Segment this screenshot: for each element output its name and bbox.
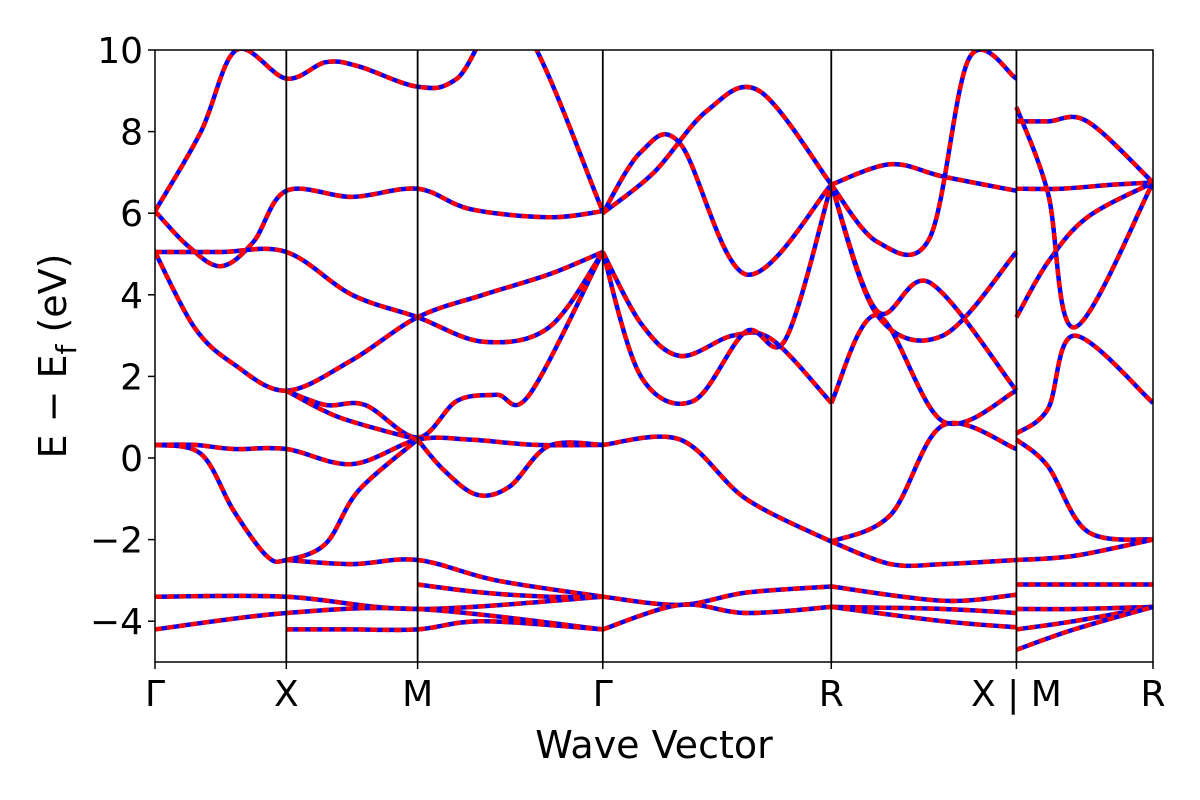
y-tick-label: 10 (97, 31, 143, 72)
y-tick-label: 0 (120, 439, 143, 480)
band-line-blue-26 (830, 420, 1018, 544)
band-line-blue-6 (155, 435, 603, 467)
band-line-red-21 (830, 161, 1017, 194)
x-tick-label: R (819, 674, 844, 715)
band-line-red-17 (600, 183, 834, 406)
x-axis-ticks: Γ X M Γ R X | M R (145, 662, 1166, 715)
band-line-red-8 (415, 438, 603, 498)
band-line-red-35 (1015, 333, 1153, 436)
band-line-red-10 (155, 593, 603, 612)
band-line-blue-1 (155, 186, 604, 269)
x-tick-label: M (402, 674, 433, 715)
high-symmetry-lines (285, 50, 1018, 662)
x-tick-label: X | M (971, 674, 1062, 715)
band-line-blue-18 (602, 434, 833, 544)
band-line-blue-2 (155, 246, 605, 345)
band-line-red-14 (600, 132, 833, 277)
plot-frame (154, 49, 1154, 663)
y-axis-label: E − Ef (eV) (31, 254, 83, 459)
y-tick-label: 4 (120, 276, 143, 317)
y-axis-label-unit: (eV) (31, 254, 75, 345)
y-tick-label: −4 (90, 602, 143, 643)
band-line-red-26 (830, 420, 1018, 544)
band-line-red-32 (1016, 180, 1153, 192)
band-line-red-11 (155, 605, 604, 632)
band-line-blue-21 (830, 161, 1017, 194)
band-line-red-12 (286, 618, 603, 633)
band-line-red-18 (602, 434, 833, 544)
band-line-red-30 (831, 604, 1017, 630)
band-line-blue-15 (601, 84, 834, 215)
band-line-blue-37 (1016, 537, 1153, 563)
band-line-red-27 (830, 539, 1017, 569)
band-line-red-19 (602, 584, 832, 608)
band-line-blue-0 (155, 50, 605, 213)
band-line-red-3 (155, 249, 604, 393)
y-tick-label: −2 (90, 521, 143, 562)
y-tick-label: 2 (120, 357, 143, 398)
band-line-red-1 (155, 186, 604, 269)
band-line-red-22 (829, 50, 1018, 258)
band-line-blue-3 (155, 249, 604, 393)
band-line-red-39 (1016, 604, 1153, 612)
band-line-red-6 (155, 435, 603, 467)
band-line-red-31 (1016, 114, 1153, 185)
band-line-red-41 (1015, 604, 1153, 652)
band-line-red-0 (155, 50, 605, 213)
band-line-blue-23 (829, 183, 1019, 343)
band-line-red-7 (155, 437, 420, 565)
band-line-red-25 (829, 312, 1018, 426)
band-line-blue-31 (1016, 114, 1153, 185)
x-axis-label: Wave Vector (535, 723, 773, 767)
band-line-red-36 (1014, 437, 1153, 542)
y-tick-label: 6 (120, 194, 143, 235)
band-line-red-9 (286, 557, 604, 599)
y-axis-ticks: −4 −2 0 2 4 6 8 10 (90, 31, 155, 643)
band-line-red-29 (831, 604, 1017, 616)
band-line-red-15 (601, 84, 834, 215)
band-line-red-16 (600, 250, 833, 405)
bands-group (155, 50, 1153, 652)
band-line-blue-33 (1014, 180, 1153, 319)
x-tick-label: Γ (593, 674, 613, 715)
band-line-red-34 (1014, 106, 1153, 330)
band-line-red-24 (829, 183, 1019, 393)
band-line-red-5 (285, 388, 419, 442)
band-line-red-20 (602, 602, 832, 632)
band-line-blue-32 (1016, 180, 1153, 192)
y-axis-label-main: E − E (31, 354, 75, 458)
band-line-red-23 (829, 183, 1019, 343)
band-line-red-28 (831, 584, 1017, 604)
x-tick-label: X (274, 674, 299, 715)
band-line-red-37 (1016, 537, 1153, 563)
band-line-blue-14 (600, 132, 833, 277)
y-tick-label: 8 (120, 113, 143, 154)
band-line-red-4 (285, 250, 605, 440)
y-axis-label-sub: f (50, 343, 83, 354)
band-line-red-33 (1014, 180, 1153, 319)
band-line-red-13 (417, 582, 603, 600)
band-line-blue-8 (415, 438, 603, 498)
band-line-red-2 (155, 246, 605, 345)
x-tick-label: Γ (145, 674, 165, 715)
x-tick-label: R (1140, 674, 1165, 715)
band-line-blue-16 (600, 250, 833, 405)
